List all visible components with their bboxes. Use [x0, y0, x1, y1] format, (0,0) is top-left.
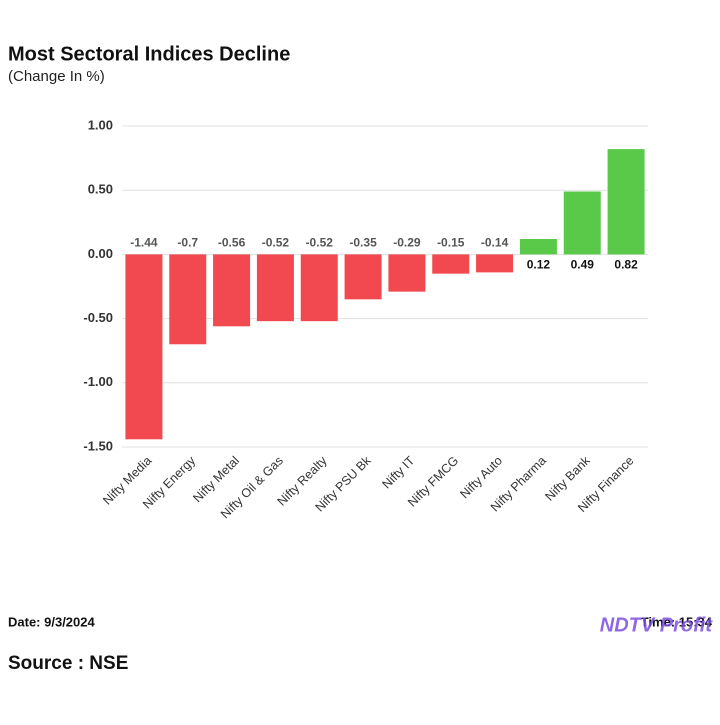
time: Time: 15:34	[641, 614, 713, 629]
data-label: -0.14	[481, 236, 509, 250]
logo: NDTV Profit	[600, 614, 714, 636]
bar	[519, 238, 557, 255]
bar	[169, 254, 207, 345]
data-label: 0.82	[614, 258, 638, 272]
bar	[213, 254, 251, 327]
x-tick-label: Nifty IT	[379, 453, 417, 491]
date: Date: 9/3/2024	[8, 614, 95, 629]
data-label: -0.15	[437, 236, 465, 250]
bar	[432, 254, 470, 274]
data-label: -0.52	[306, 236, 334, 250]
data-label: -0.7	[177, 236, 198, 250]
data-label: 0.49	[571, 258, 595, 272]
bar	[344, 254, 382, 300]
data-label: 0.12	[527, 258, 551, 272]
bar	[563, 191, 601, 255]
y-tick-label: -1.50	[83, 438, 113, 453]
data-label: -0.56	[218, 236, 246, 250]
y-tick-label: 0.50	[88, 182, 113, 197]
y-tick-label: -0.50	[83, 310, 113, 325]
y-tick-label: 0.00	[88, 246, 113, 261]
bar	[256, 254, 294, 322]
bar	[300, 254, 338, 322]
y-tick-label: -1.00	[83, 374, 113, 389]
bar	[125, 254, 163, 440]
data-label: -0.52	[262, 236, 290, 250]
bar	[388, 254, 426, 292]
data-label: -0.35	[349, 236, 377, 250]
chart-subtitle: (Change In %)	[8, 68, 105, 85]
bar	[607, 149, 645, 255]
y-tick-label: 1.00	[88, 117, 113, 132]
data-label: -1.44	[130, 236, 158, 250]
chart-title: Most Sectoral Indices Decline	[8, 43, 290, 65]
bar	[476, 254, 514, 273]
data-label: -0.29	[393, 236, 421, 250]
source: Source : NSE	[8, 653, 128, 674]
